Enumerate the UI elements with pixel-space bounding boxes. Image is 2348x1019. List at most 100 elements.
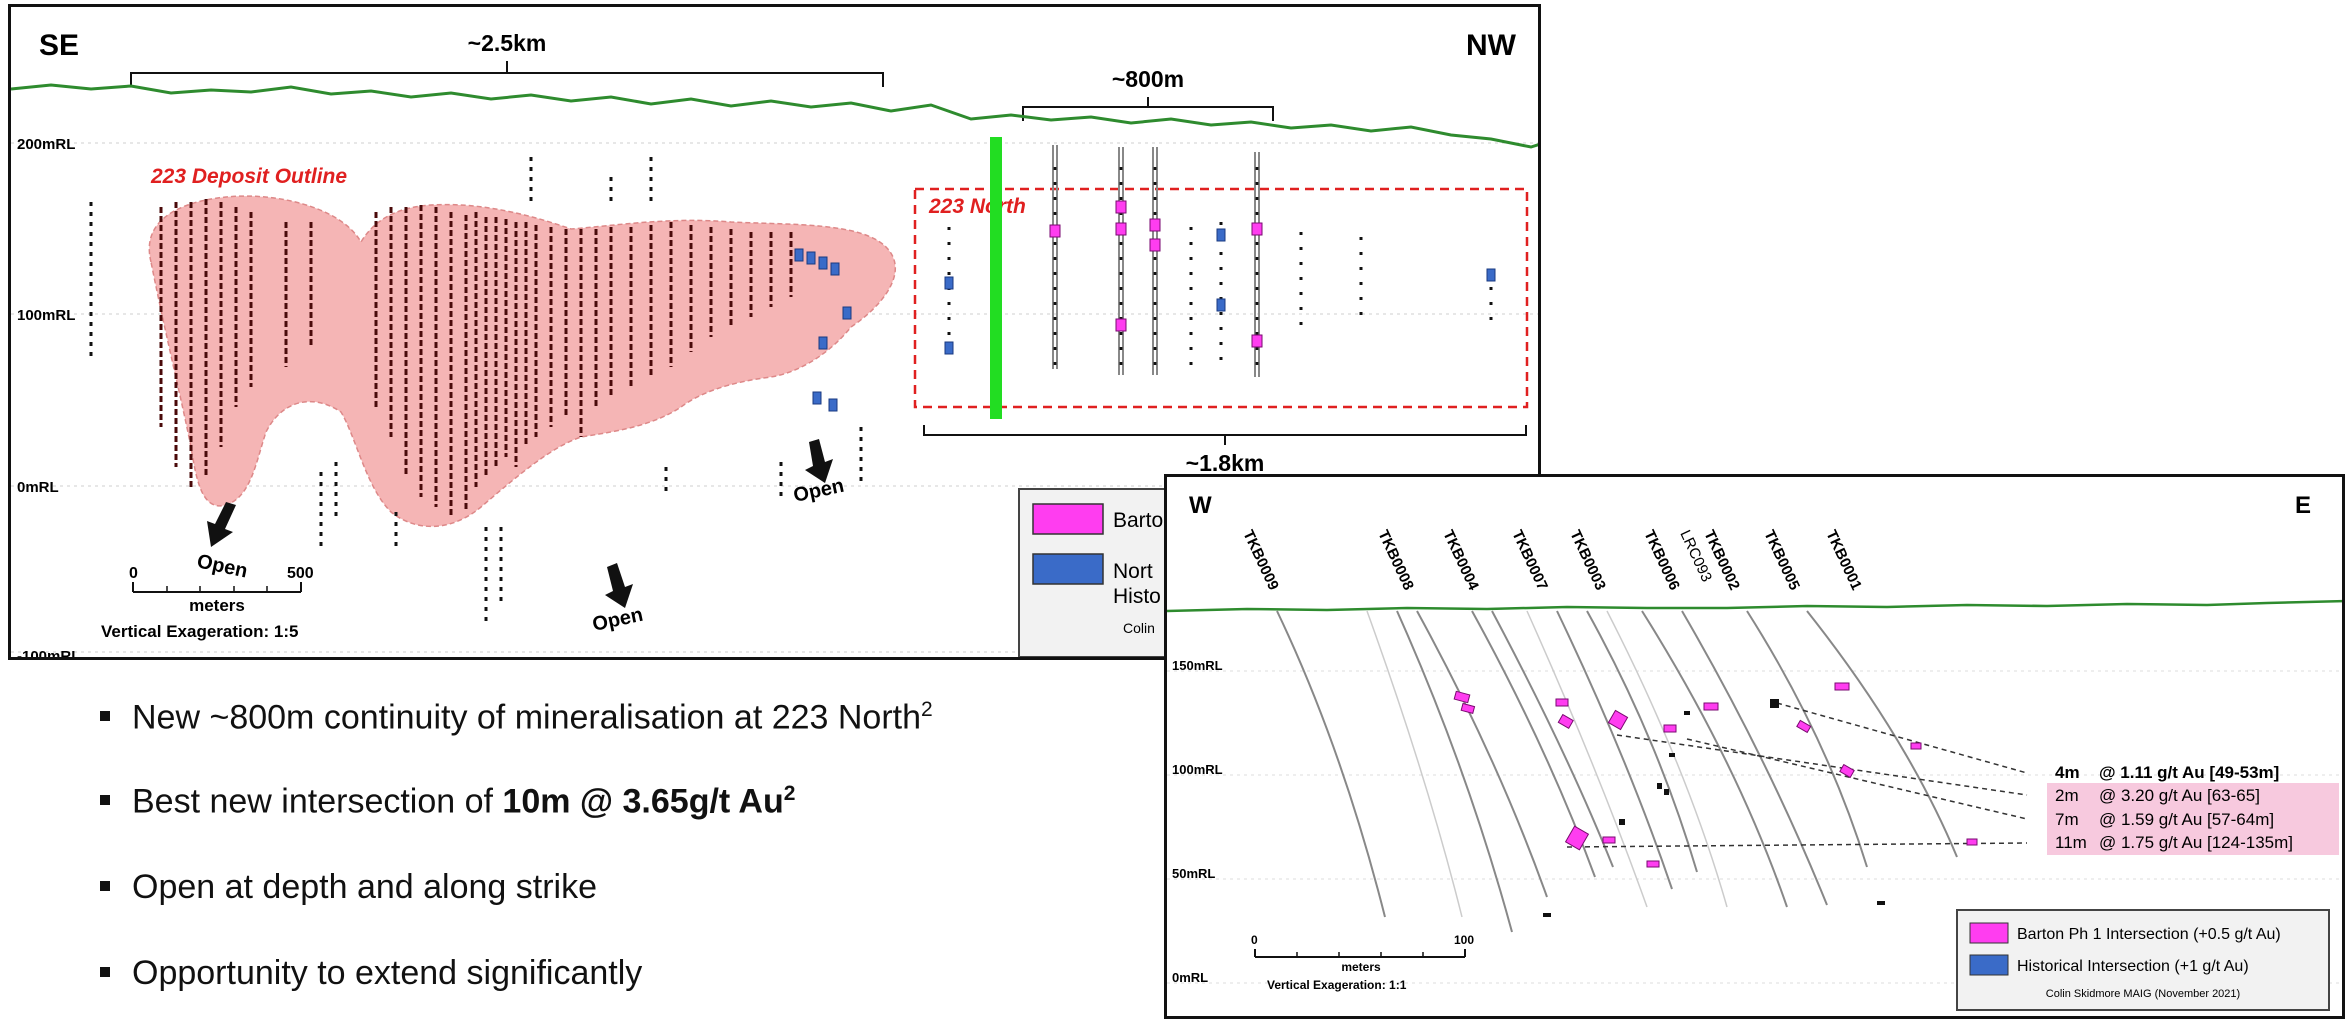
- legend-credit: Colin Skidmore MAIG (November 2021): [2046, 988, 2240, 1000]
- hole-label-tkb0004: TKB0004: [1439, 528, 1482, 594]
- pink-intersections-north: [1049, 200, 1263, 348]
- scale-bar-long: 0 500 meters Vertical Exageration: 1:5: [101, 565, 314, 641]
- span-label-1-8km: ~1.8km: [1186, 450, 1265, 476]
- vertical-exaggeration-long: Vertical Exageration: 1:5: [101, 622, 298, 641]
- open-label-2: Open: [590, 604, 645, 636]
- legend-pink-partial: Barto: [1113, 509, 1163, 532]
- hole-label-tkb0009: TKB0009: [1239, 528, 1282, 593]
- open-arrow-1: Open: [195, 502, 250, 583]
- scale-bar-cross: 0 100 meters Vertical Exageration: 1:1: [1251, 933, 1474, 992]
- cross-level-150: 150mRL: [1172, 658, 1223, 673]
- bullet-item-2: Best new intersection of 10m @ 3.65g/t A…: [100, 782, 795, 821]
- blue-intersections-deposit: [794, 248, 852, 412]
- level-label-0: 0mRL: [17, 479, 59, 496]
- bullet-1-text: New ~800m continuity of mineralisation a…: [132, 698, 922, 737]
- intercept-highlight: [2047, 783, 2339, 855]
- intercept-4-len: 11m: [2055, 833, 2087, 852]
- bullet-marker: [100, 795, 110, 806]
- direction-se: SE: [39, 29, 79, 62]
- long-section-svg: 200mRL 100mRL 0mRL -100mRL SE NW ~2.5km …: [11, 29, 1538, 660]
- cross-scale-tick-100: 100: [1454, 933, 1474, 947]
- bullet-4-text: Opportunity to extend significantly: [132, 954, 643, 992]
- deposit-outline: [148, 195, 897, 528]
- hole-labels: TKB0009 TKB0008 TKB0004 TKB0007 TKB0003 …: [1239, 528, 1865, 594]
- topography-line: [11, 83, 1538, 149]
- cross-drill-traces: [1276, 610, 1958, 933]
- north-label: 223 North: [928, 195, 1026, 218]
- legend-blue-partial-2: Histo: [1113, 585, 1161, 608]
- open-arrow-2: Open: [590, 563, 645, 636]
- intercept-1-grade: @ 1.11 g/t Au [49-53m]: [2099, 763, 2279, 782]
- blue-intersections-north: [944, 228, 1496, 355]
- intercept-3-len: 7m: [2055, 810, 2079, 829]
- bullet-1-sup: 2: [921, 698, 933, 721]
- bullet-marker: [100, 881, 110, 892]
- level-label-minus100: -100mRL: [17, 648, 80, 660]
- direction-nw: NW: [1466, 29, 1517, 62]
- north-hole-marks: [947, 167, 1493, 367]
- span-label-2-5km: ~2.5km: [468, 30, 547, 56]
- legend-swatch-pink: [1969, 922, 2009, 944]
- hole-label-tkb0005: TKB0005: [1760, 528, 1803, 593]
- cross-legend: Barton Ph 1 Intersection (+0.5 g/t Au) H…: [1956, 909, 2330, 1011]
- scale-tick-500: 500: [287, 565, 314, 582]
- intercept-1-len: 4m: [2055, 763, 2080, 782]
- intercept-3-grade: @ 1.59 g/t Au [57-64m]: [2099, 810, 2274, 829]
- bullet-marker: [100, 967, 110, 978]
- cross-level-100: 100mRL: [1172, 762, 1223, 777]
- intercept-2-len: 2m: [2055, 786, 2079, 805]
- north-drill-holes: [1052, 145, 1260, 377]
- cross-black-marks: [1543, 699, 1885, 917]
- legend-label-historical: Historical Intersection (+1 g/t Au): [2017, 958, 2249, 975]
- scale-tick-0: 0: [129, 565, 138, 582]
- cross-pink-intersections: [1453, 682, 1978, 868]
- north-box: [913, 187, 1529, 409]
- drill-traces-deposit: [159, 199, 793, 517]
- hole-label-tkb0006: TKB0006: [1640, 528, 1683, 593]
- open-label-3: Open: [791, 475, 846, 507]
- bullet-item-1: New ~800m continuity of mineralisation a…: [100, 698, 933, 737]
- hole-label-tkb0007: TKB0007: [1508, 528, 1551, 593]
- bullet-2-bold: 10m @ 3.65g/t Au: [502, 782, 784, 821]
- hole-label-tkb0008: TKB0008: [1374, 528, 1417, 593]
- legend-label-barton: Barton Ph 1 Intersection (+0.5 g/t Au): [2017, 926, 2281, 943]
- bullet-item-4: Opportunity to extend significantly: [100, 954, 642, 993]
- cross-faint-traces: [1366, 610, 1728, 918]
- hole-label-tkb0003: TKB0003: [1566, 528, 1609, 593]
- intercept-2-grade: @ 3.20 g/t Au [63-65]: [2099, 786, 2260, 805]
- bracket-1-8km: [923, 425, 1527, 436]
- intercept-labels: 4m @ 1.11 g/t Au [49-53m] 2m @ 3.20 g/t …: [2055, 763, 2293, 852]
- cross-scale-unit: meters: [1341, 960, 1381, 974]
- cross-level-0: 0mRL: [1172, 970, 1208, 985]
- legend-swatch-blue: [1969, 954, 2009, 976]
- bullet-2-sup: 2: [783, 782, 796, 805]
- legend-blue-partial-1: Nort: [1113, 560, 1153, 583]
- scale-unit-long: meters: [189, 596, 245, 615]
- intercept-4-grade: @ 1.75 g/t Au [124-135m]: [2099, 833, 2293, 852]
- hole-label-tkb0001: TKB0001: [1822, 528, 1865, 593]
- bullet-2-text: Best new intersection of: [132, 782, 503, 821]
- legend-swatch-pink-long: [1032, 503, 1104, 535]
- bracket-2-5km: [130, 72, 884, 87]
- span-label-800m: ~800m: [1112, 66, 1184, 92]
- cross-section-panel: 150mRL 100mRL 50mRL 0mRL W E TKB0009 TKB…: [1164, 474, 2345, 1019]
- cross-section-svg: 150mRL 100mRL 50mRL 0mRL W E TKB0009 TKB…: [1167, 492, 2342, 1011]
- long-section-legend: Barto Nort Histo Colin: [1018, 488, 1190, 657]
- legend-swatch-blue-long: [1032, 553, 1104, 585]
- cross-scale-tick-0: 0: [1251, 933, 1258, 947]
- bullet-3-text: Open at depth and along strike: [132, 868, 597, 906]
- legend-credit-partial: Colin: [1123, 620, 1155, 636]
- long-section-panel: 200mRL 100mRL 0mRL -100mRL SE NW ~2.5km …: [8, 4, 1541, 660]
- direction-e: E: [2295, 492, 2311, 519]
- cross-topography-line: [1167, 599, 2342, 613]
- green-bar: [990, 137, 1002, 419]
- correlation-lines: [1566, 702, 2028, 848]
- scattered-holes: [89, 157, 863, 627]
- level-label-200: 200mRL: [17, 136, 75, 153]
- direction-w: W: [1189, 492, 1212, 519]
- deposit-label: 223 Deposit Outline: [150, 165, 347, 188]
- cross-level-50: 50mRL: [1172, 866, 1215, 881]
- level-label-100: 100mRL: [17, 307, 75, 324]
- vertical-exaggeration-cross: Vertical Exageration: 1:1: [1267, 978, 1407, 992]
- open-label-1: Open: [195, 550, 250, 582]
